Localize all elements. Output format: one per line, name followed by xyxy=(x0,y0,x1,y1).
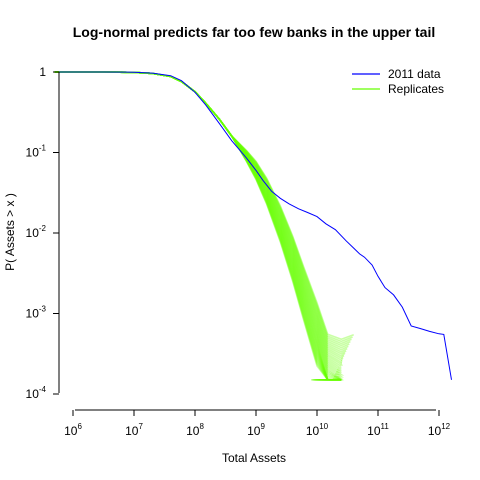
replicate-line xyxy=(54,71,342,381)
replicate-line xyxy=(54,71,342,381)
y-axis: 1 10-1 10-2 10-3 10-4 xyxy=(26,65,59,401)
replicate-line xyxy=(54,71,343,367)
replicate-line xyxy=(54,71,342,374)
replicate-line xyxy=(54,71,342,381)
x-tick-label: 1010 xyxy=(306,422,329,438)
replicate-line xyxy=(54,71,342,381)
legend-label-2011-data: 2011 data xyxy=(388,67,441,81)
y-tick-label: 10-2 xyxy=(26,224,47,240)
replicate-line xyxy=(54,71,342,381)
legend-label-replicates: Replicates xyxy=(388,82,444,96)
replicate-line xyxy=(54,71,342,381)
replicate-line xyxy=(54,71,342,381)
chart-title: Log-normal predicts far too few banks in… xyxy=(73,24,435,40)
x-tick-label: 106 xyxy=(64,422,82,438)
x-tick-label: 1012 xyxy=(428,422,451,438)
replicate-line xyxy=(54,71,342,381)
replicate-line xyxy=(54,71,342,372)
replicate-line xyxy=(54,71,344,380)
x-tick-label: 108 xyxy=(186,422,204,438)
replicate-line xyxy=(54,71,342,381)
x-axis-label: Total Assets xyxy=(222,451,286,465)
replicate-line xyxy=(54,71,343,364)
replicate-line xyxy=(54,71,344,362)
y-tick-label: 1 xyxy=(39,65,46,79)
replicate-line xyxy=(54,71,342,381)
x-tick-label: 1011 xyxy=(367,422,389,438)
y-tick-label: 10-4 xyxy=(26,385,47,401)
x-axis: 106 107 108 109 1010 1011 1012 xyxy=(64,410,451,438)
y-axis-label: P( Assets > x ) xyxy=(3,193,17,271)
replicate-line xyxy=(54,71,342,367)
legend: 2011 data Replicates xyxy=(352,67,444,96)
replicate-line xyxy=(54,71,342,381)
replicate-line xyxy=(54,71,342,381)
y-tick-label: 10-1 xyxy=(26,144,47,160)
replicate-line xyxy=(54,71,342,381)
replicate-line xyxy=(54,71,342,381)
replicate-lines xyxy=(54,71,354,381)
replicate-line xyxy=(54,71,345,376)
x-tick-label: 107 xyxy=(125,422,143,438)
replicate-line xyxy=(54,71,342,381)
replicate-line xyxy=(54,71,342,381)
replicate-line xyxy=(54,71,344,378)
replicate-line xyxy=(54,71,342,381)
replicate-line xyxy=(54,71,342,370)
y-tick-label: 10-3 xyxy=(26,305,47,321)
replicate-line xyxy=(54,71,342,381)
series-line-2011-data xyxy=(54,71,452,380)
x-tick-label: 109 xyxy=(247,422,265,438)
replicate-line xyxy=(54,71,344,381)
replicate-line xyxy=(54,71,345,359)
replicate-line xyxy=(54,71,342,381)
